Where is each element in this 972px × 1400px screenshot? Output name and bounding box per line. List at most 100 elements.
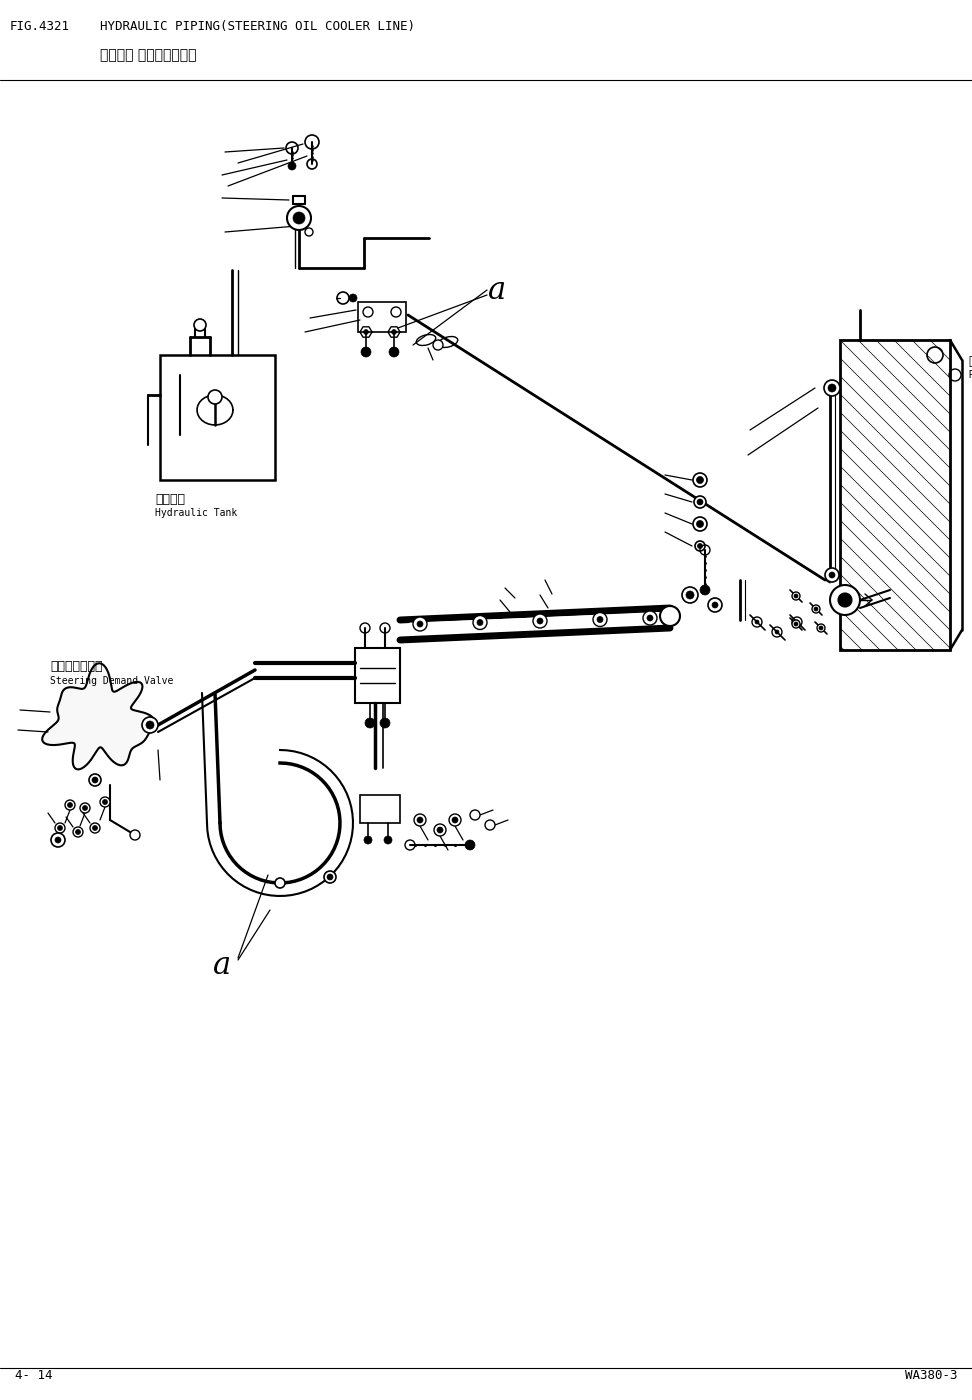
Polygon shape	[42, 664, 155, 770]
Circle shape	[349, 294, 357, 302]
Circle shape	[817, 624, 825, 631]
Circle shape	[364, 329, 368, 335]
Circle shape	[55, 837, 61, 843]
Bar	[360, 795, 400, 823]
Circle shape	[102, 799, 108, 805]
Circle shape	[830, 585, 860, 615]
Circle shape	[775, 630, 779, 634]
Circle shape	[795, 620, 799, 624]
Circle shape	[812, 605, 820, 613]
Circle shape	[327, 874, 333, 881]
Circle shape	[697, 521, 704, 528]
Circle shape	[597, 616, 603, 623]
Circle shape	[51, 833, 65, 847]
Circle shape	[83, 805, 87, 811]
Circle shape	[324, 871, 336, 883]
Text: a: a	[488, 274, 506, 307]
Circle shape	[485, 820, 495, 830]
Circle shape	[694, 496, 706, 508]
Circle shape	[470, 811, 480, 820]
Circle shape	[824, 379, 840, 396]
Circle shape	[92, 777, 98, 783]
Circle shape	[92, 826, 97, 830]
Circle shape	[142, 717, 158, 734]
Circle shape	[693, 517, 707, 531]
Circle shape	[208, 391, 222, 405]
Circle shape	[194, 319, 206, 330]
Circle shape	[465, 840, 475, 850]
Circle shape	[434, 825, 446, 836]
Circle shape	[825, 568, 839, 582]
Circle shape	[755, 620, 759, 624]
Bar	[160, 356, 275, 480]
Text: Radiator: Radiator	[968, 370, 972, 379]
Circle shape	[80, 804, 90, 813]
Circle shape	[537, 617, 543, 624]
Circle shape	[660, 606, 680, 626]
Circle shape	[682, 587, 698, 603]
Circle shape	[695, 540, 705, 552]
Circle shape	[792, 620, 800, 629]
Circle shape	[361, 347, 371, 357]
Circle shape	[449, 813, 461, 826]
Circle shape	[380, 718, 390, 728]
Circle shape	[794, 594, 798, 598]
Text: HYDRAULIC PIPING(STEERING OIL COOLER LINE): HYDRAULIC PIPING(STEERING OIL COOLER LIN…	[100, 20, 415, 34]
Circle shape	[794, 622, 798, 626]
Text: FIG.4321: FIG.4321	[10, 20, 70, 34]
Circle shape	[533, 615, 547, 629]
Circle shape	[130, 830, 140, 840]
Circle shape	[384, 836, 392, 844]
Circle shape	[293, 211, 305, 224]
Text: 油压管路 转向油冷卻回路: 油压管路 转向油冷卻回路	[100, 48, 196, 62]
Text: Hydraulic Tank: Hydraulic Tank	[155, 508, 237, 518]
Circle shape	[287, 206, 311, 230]
Text: WA380-3: WA380-3	[905, 1369, 957, 1382]
Text: 4- 14: 4- 14	[15, 1369, 52, 1382]
Circle shape	[814, 608, 818, 610]
Bar	[840, 340, 950, 650]
Circle shape	[712, 602, 718, 608]
Circle shape	[146, 721, 154, 729]
Circle shape	[288, 162, 296, 169]
Circle shape	[643, 610, 657, 624]
Circle shape	[100, 797, 110, 806]
Circle shape	[413, 617, 427, 631]
Circle shape	[76, 829, 81, 834]
Circle shape	[697, 498, 703, 505]
Circle shape	[829, 573, 835, 578]
Circle shape	[473, 616, 487, 630]
Text: Steering Demand Valve: Steering Demand Valve	[50, 676, 173, 686]
Circle shape	[819, 626, 823, 630]
Circle shape	[417, 818, 423, 823]
Circle shape	[452, 818, 458, 823]
Circle shape	[392, 329, 397, 335]
Circle shape	[275, 878, 285, 888]
Circle shape	[792, 592, 800, 601]
Circle shape	[693, 473, 707, 487]
Text: a: a	[213, 951, 231, 981]
Circle shape	[417, 622, 423, 627]
Circle shape	[697, 476, 704, 483]
Text: 散热器: 散热器	[968, 356, 972, 368]
Text: 液压油筱: 液压油筱	[155, 493, 185, 505]
Circle shape	[414, 813, 426, 826]
Circle shape	[433, 340, 443, 350]
Circle shape	[838, 594, 852, 608]
Circle shape	[364, 836, 372, 844]
Circle shape	[65, 799, 75, 811]
Circle shape	[828, 384, 836, 392]
Circle shape	[686, 591, 694, 599]
Polygon shape	[197, 395, 233, 426]
Circle shape	[437, 827, 443, 833]
Circle shape	[57, 826, 62, 830]
Circle shape	[708, 598, 722, 612]
Circle shape	[593, 613, 607, 627]
Circle shape	[700, 585, 710, 595]
Text: 转向按需供沰阀: 转向按需供沰阀	[50, 659, 102, 673]
Bar	[355, 648, 400, 703]
Circle shape	[365, 718, 375, 728]
Circle shape	[89, 774, 101, 785]
Bar	[358, 302, 406, 332]
Circle shape	[647, 615, 653, 622]
